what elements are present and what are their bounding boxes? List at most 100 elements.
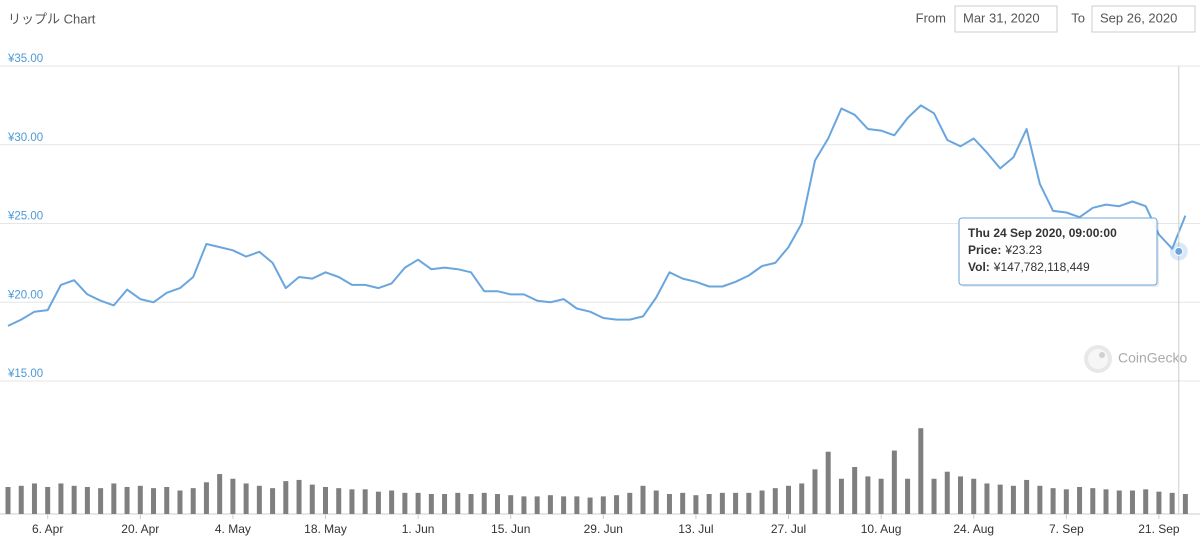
volume-bar — [706, 494, 712, 514]
volume-bar — [362, 489, 368, 514]
x-tick-label: 18. May — [304, 522, 347, 536]
volume-bar — [442, 494, 448, 514]
volume-bar — [494, 494, 500, 514]
volume-bar — [18, 485, 24, 514]
volume-bar — [799, 483, 805, 514]
volume-bar — [151, 488, 157, 514]
volume-bar — [256, 485, 262, 514]
x-tick-label: 21. Sep — [1138, 522, 1180, 536]
volume-bar — [865, 476, 871, 514]
from-input[interactable] — [954, 5, 1058, 33]
tooltip: Thu 24 Sep 2020, 09:00:00 Price: ¥23.23 Vol… — [958, 217, 1159, 287]
volume-bar — [1050, 488, 1056, 514]
volume-bar — [693, 495, 699, 514]
volume-bar — [997, 484, 1003, 514]
volume-bar — [666, 494, 672, 514]
tooltip-label: Vol: — [968, 260, 990, 274]
x-tick-label: 27. Jul — [771, 522, 806, 536]
volume-bar — [1024, 479, 1030, 514]
volume-bar — [1077, 486, 1083, 514]
tooltip-value: ¥23.23 — [1004, 243, 1042, 257]
volume-bar — [84, 486, 90, 514]
y-tick-label: ¥35.00 — [7, 53, 43, 65]
x-tick-label: 15. Jun — [491, 522, 530, 536]
volume-bar — [217, 474, 223, 514]
volume-bar — [1169, 492, 1175, 514]
volume-bar — [746, 492, 752, 514]
volume-bar — [98, 488, 104, 514]
tooltip-box — [958, 217, 1158, 286]
volume-bar — [918, 428, 924, 514]
volume-bar — [137, 485, 143, 514]
volume-bar — [322, 486, 328, 514]
volume-bar — [45, 486, 51, 514]
volume-bar — [1143, 489, 1149, 514]
watermark-logo — [1084, 345, 1112, 373]
y-tick-label: ¥15.00 — [7, 368, 43, 380]
volume-bar — [931, 478, 937, 514]
volume-bar — [230, 478, 236, 514]
volume-bar — [984, 483, 990, 514]
volume-bar — [243, 483, 249, 514]
x-tick-label: 29. Jun — [584, 522, 623, 536]
y-tick-label: ¥25.00 — [7, 211, 43, 223]
volume-bar — [71, 485, 77, 514]
volume-bar — [190, 488, 196, 514]
volume-bar — [944, 471, 950, 514]
x-tick-label: 10. Aug — [861, 522, 902, 536]
volume-bar — [905, 478, 911, 514]
volume-bar — [124, 486, 130, 514]
volume-bar — [283, 481, 289, 514]
volume-bar — [680, 492, 686, 514]
to-input[interactable] — [1091, 5, 1196, 33]
from-label: From — [916, 10, 946, 25]
volume-bar — [733, 492, 739, 514]
volume-bar — [375, 491, 381, 514]
volume-bar — [203, 482, 209, 514]
volume-bar — [838, 478, 844, 514]
watermark: CoinGecko — [1118, 350, 1187, 366]
volume-bar — [759, 490, 765, 514]
volume-bar — [336, 488, 342, 514]
x-tick-label: 20. Apr — [121, 522, 159, 536]
volume-bar — [1037, 485, 1043, 514]
volume-bar — [389, 490, 395, 514]
volume-bar — [5, 486, 11, 514]
volume-bar — [111, 483, 117, 514]
volume-bar — [786, 485, 792, 514]
volume-bar — [587, 497, 593, 514]
volume-bar — [1129, 490, 1135, 514]
x-tick-label: 6. Apr — [32, 522, 63, 536]
tooltip-date: Thu 24 Sep 2020, 09:00:00 — [968, 226, 1117, 240]
volume-bar — [627, 492, 633, 514]
x-tick-label: 7. Sep — [1049, 522, 1084, 536]
volume-bar — [468, 494, 474, 514]
volume-bar — [640, 485, 646, 514]
volume-bar — [600, 496, 606, 514]
volume-bar — [177, 490, 183, 514]
volume-bar — [574, 496, 580, 514]
volume-bar — [455, 492, 461, 514]
volume-bar — [534, 496, 540, 514]
volume-bar — [825, 451, 831, 514]
tooltip-label: Price: — [968, 243, 1001, 257]
from-date[interactable]: Mar 31, 2020 — [963, 10, 1040, 25]
x-tick-label: 4. May — [215, 522, 251, 536]
to-date[interactable]: Sep 26, 2020 — [1100, 10, 1177, 25]
volume-bar — [852, 467, 858, 514]
y-tick-label: ¥20.00 — [7, 289, 43, 301]
volume-bar — [1182, 494, 1188, 514]
hover-point — [1174, 246, 1184, 256]
volume-bar — [1063, 489, 1069, 514]
price-line — [7, 104, 1187, 327]
volume-bar — [812, 469, 818, 514]
volume-bar — [891, 450, 897, 514]
x-tick-label: 24. Aug — [953, 522, 994, 536]
x-tick-label: 13. Jul — [678, 522, 713, 536]
volume-bar — [971, 478, 977, 514]
y-tick-label: ¥30.00 — [7, 132, 43, 144]
volume-bar — [878, 478, 884, 514]
volume-bar — [1010, 485, 1016, 514]
volume-bar — [402, 492, 408, 514]
